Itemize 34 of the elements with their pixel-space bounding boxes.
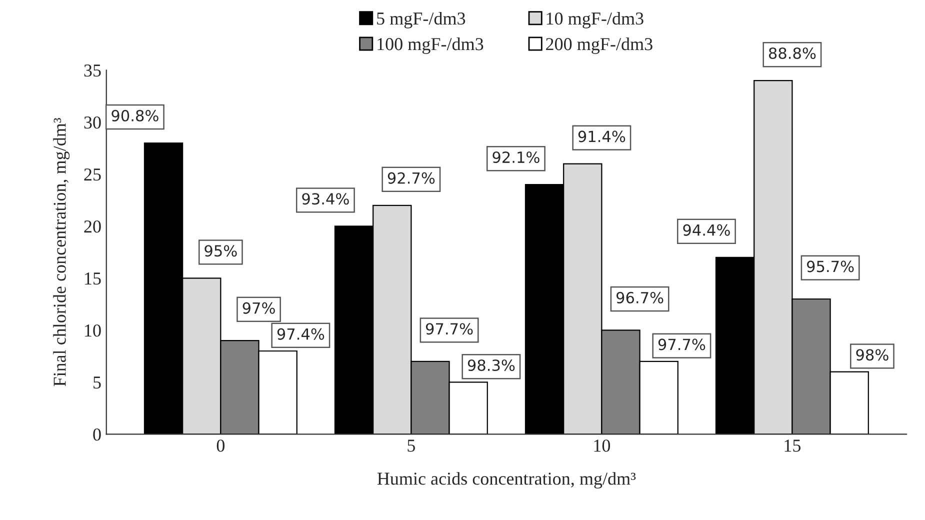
annotation: 98%: [856, 349, 888, 361]
annotation: 92.1%: [492, 151, 540, 164]
x-tick-label: 15: [784, 440, 801, 452]
x-tick-label: 0: [216, 440, 225, 452]
annotation: 94.4%: [683, 224, 730, 236]
annotation: 91.4%: [578, 130, 626, 142]
legend-label: 5 mgF-/dm3: [377, 12, 466, 28]
x-tick-label: 10: [594, 440, 610, 452]
legend-label: 10 mgF-/dm3: [546, 12, 644, 28]
y-tick-label: 35: [84, 64, 101, 77]
annotation: 97.7%: [658, 338, 706, 350]
y-tick-label: 30: [84, 116, 101, 129]
annotation: 95.7%: [806, 260, 854, 272]
annotation: 96.7%: [616, 292, 664, 304]
annotation: 95%: [204, 245, 237, 257]
annotation: 90.8%: [112, 110, 158, 122]
legend-label: 200 mgF-/dm3: [546, 38, 652, 54]
y-tick-label: 25: [84, 168, 101, 181]
x-axis-title: Humic acids concentration, mg/dm³: [377, 472, 636, 489]
annotation: 98.3%: [468, 359, 515, 372]
text: 88.8%: [768, 47, 816, 60]
y-tick-label: 5: [94, 376, 101, 389]
annotation: 93.4%: [302, 193, 349, 205]
annotation: 92.7%: [388, 172, 435, 184]
annotation: 97%: [242, 302, 275, 314]
x-tick-label: 5: [408, 440, 415, 452]
y-tick-label: 10: [85, 324, 101, 337]
legend-label: 100 mgF-/dm3: [378, 38, 484, 54]
y-axis-title: Final chloride concentration, mg/dm³: [53, 118, 70, 386]
y-tick-label: 15: [85, 272, 101, 285]
y-tick-label: 0: [93, 428, 101, 441]
annotation: 97.7%: [426, 323, 473, 335]
annotation: 97.4%: [277, 328, 324, 340]
y-tick-label: 20: [84, 220, 101, 233]
